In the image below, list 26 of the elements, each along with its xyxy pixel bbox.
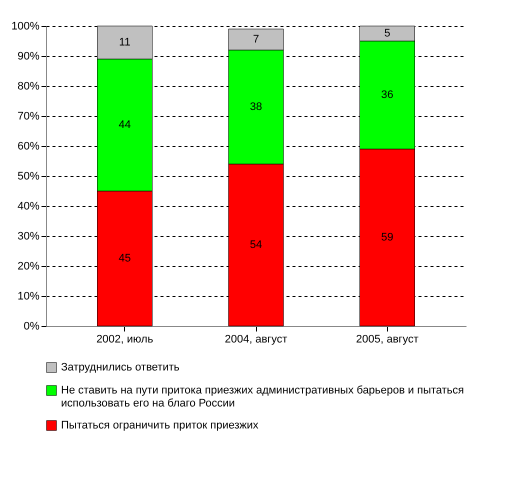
legend-label: Не ставить на пути притока приезжих административных барьеров и пытаться использовать его на благо России: [61, 384, 464, 410]
x-tick-label: 2002, июль: [96, 334, 154, 346]
y-tick-label: 90%: [17, 50, 40, 62]
y-tick-label: 0%: [24, 320, 40, 332]
y-tick-label: 10%: [17, 290, 40, 302]
data-label: 38: [250, 101, 262, 113]
data-label: 11: [119, 36, 130, 48]
y-tick-label: 70%: [17, 110, 40, 122]
data-label: 54: [250, 239, 262, 251]
data-label: 59: [381, 232, 394, 244]
data-label: 5: [384, 28, 390, 40]
y-tick-label: 60%: [17, 140, 40, 152]
y-tick-label: 20%: [17, 260, 40, 272]
y-tick-label: 80%: [17, 80, 40, 92]
data-label: 45: [118, 252, 131, 264]
data-label: 7: [252, 34, 260, 46]
x-tick-label: 2005, август: [356, 334, 418, 346]
data-label: 36: [381, 89, 394, 101]
legend-label: Затруднились ответить: [61, 362, 180, 374]
y-tick-label: 50%: [17, 170, 40, 182]
x-tick-label: 2004, август: [224, 334, 288, 346]
data-label: 44: [118, 119, 131, 131]
y-tick-label: 40%: [17, 200, 40, 212]
y-tick-label: 100%: [11, 20, 40, 32]
y-tick-label: 30%: [17, 230, 40, 242]
legend-label: Пытаться ограничить приток приезжих: [61, 420, 259, 432]
